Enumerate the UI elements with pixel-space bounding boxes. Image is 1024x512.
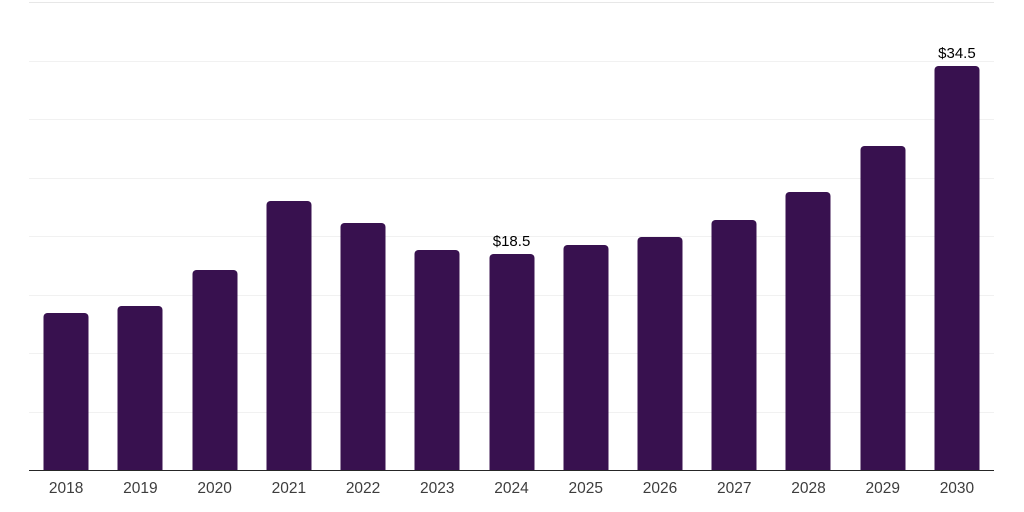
x-tick-label-2021: 2021 — [271, 480, 307, 497]
bar-2027 — [711, 219, 757, 470]
bar-slot-2029 — [846, 2, 920, 470]
bar-slot-2028 — [771, 2, 845, 470]
x-axis-labels: 2018 2019 2020 2021 2022 2023 2024 2025 2026 2027… — [29, 480, 994, 498]
bars-container: $18.5 $34.5 — [29, 2, 994, 470]
x-tick-label-2022: 2022 — [345, 480, 381, 497]
bar-slot-2026 — [623, 2, 697, 470]
gridline-35 — [29, 60, 994, 62]
gridline-20 — [29, 236, 994, 237]
x-tick-label-2025: 2025 — [568, 480, 603, 497]
bar-slot-2030: $34.5 — [920, 2, 994, 470]
x-tick-label-2023: 2023 — [420, 480, 455, 497]
bar-2018 — [43, 313, 89, 470]
bar-2022 — [340, 223, 386, 470]
gridline-25 — [29, 177, 994, 179]
bar-2024 — [489, 253, 535, 470]
bar-2030 — [934, 66, 980, 470]
bar-2028 — [785, 191, 831, 470]
bar-slot-2023 — [400, 2, 474, 470]
x-tick-label-2020: 2020 — [197, 480, 232, 497]
bar-slot-2019 — [103, 2, 177, 470]
bar-slot-2027 — [697, 2, 771, 470]
bar-slot-2020 — [177, 2, 251, 470]
x-tick-label-2030: 2030 — [939, 480, 975, 497]
x-axis-line — [29, 469, 994, 471]
bar-2029 — [860, 145, 906, 470]
bar-2023 — [414, 250, 460, 470]
bar-2020 — [192, 269, 238, 470]
bar-slot-2025 — [549, 2, 623, 470]
bar-2026 — [637, 237, 683, 470]
bar-slot-2021 — [252, 2, 326, 470]
plot-area: $18.5 $34.5 — [29, 2, 994, 471]
x-tick-label-2018: 2018 — [48, 480, 84, 497]
gridline-40 — [29, 2, 994, 3]
bar-value-label-2030: $34.5 — [938, 45, 976, 63]
bar-slot-2018 — [29, 2, 103, 470]
bar-slot-2024: $18.5 — [474, 2, 548, 470]
x-tick-label-2029: 2029 — [865, 480, 900, 497]
x-tick-label-2026: 2026 — [642, 480, 678, 497]
bar-2021 — [266, 200, 312, 470]
x-tick-label-2028: 2028 — [791, 480, 826, 497]
bar-2019 — [117, 306, 163, 470]
x-tick-label-2027: 2027 — [716, 480, 752, 497]
bar-slot-2022 — [326, 2, 400, 470]
bar-2025 — [563, 245, 609, 470]
bar-value-label-2024: $18.5 — [492, 232, 531, 250]
gridline-30 — [29, 119, 994, 120]
x-tick-label-2019: 2019 — [123, 480, 158, 497]
x-tick-label-2024: 2024 — [494, 480, 529, 497]
